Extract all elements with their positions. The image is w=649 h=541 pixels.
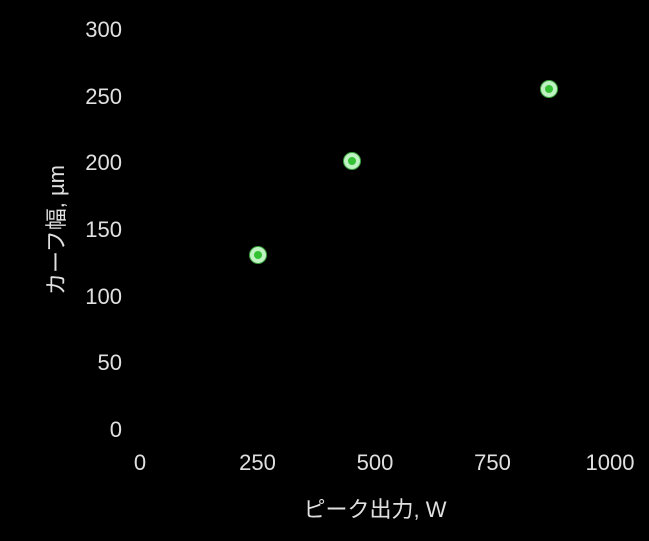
x-axis-title: ピーク出力, W xyxy=(304,492,447,524)
y-tick-label: 200 xyxy=(85,150,122,176)
x-tick-label: 0 xyxy=(134,450,146,476)
data-point xyxy=(343,152,361,170)
x-tick-label: 250 xyxy=(239,450,276,476)
x-tick-label: 1000 xyxy=(586,450,635,476)
y-tick-label: 0 xyxy=(110,417,122,443)
x-tick-label: 750 xyxy=(474,450,511,476)
scatter-chart: カーフ幅, µm ピーク出力, W 0 50 100 150 200 250 300 0 25… xyxy=(0,0,649,541)
data-point-core xyxy=(348,157,356,165)
y-tick-label: 150 xyxy=(85,217,122,243)
y-tick-label: 250 xyxy=(85,84,122,110)
y-tick-label: 300 xyxy=(85,17,122,43)
y-tick-label: 50 xyxy=(98,350,122,376)
data-point xyxy=(249,246,267,264)
x-tick-label: 500 xyxy=(357,450,394,476)
data-point-core xyxy=(254,251,262,259)
y-axis-title: カーフ幅, µm xyxy=(39,165,71,295)
data-point xyxy=(540,80,558,98)
y-tick-label: 100 xyxy=(85,284,122,310)
data-point-core xyxy=(545,85,553,93)
